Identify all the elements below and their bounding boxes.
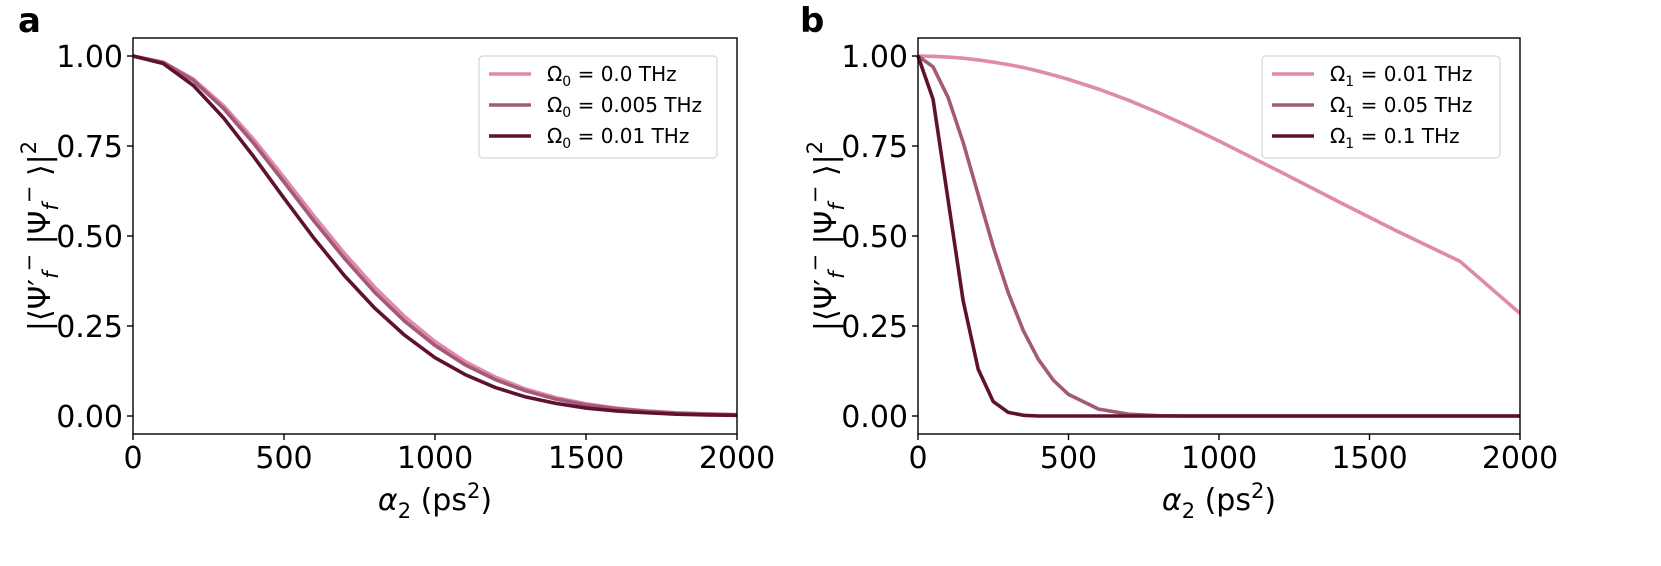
x-tick-label: 2000	[699, 441, 775, 476]
series-line-0	[917, 54, 1522, 315]
y-tick-label: 0.00	[56, 400, 123, 435]
y-tick-label: 1.00	[56, 40, 123, 75]
y-axis-label: |⟨Ψ′f− |Ψf− ⟩|2	[17, 141, 63, 331]
x-tick-label: 2000	[1482, 441, 1558, 476]
x-axis-label: α2 (ps2)	[378, 479, 492, 523]
y-tick-label: 0.50	[841, 220, 908, 255]
x-tick-label: 500	[1040, 441, 1097, 476]
legend-box	[1261, 55, 1501, 159]
panel-b: b 0 500 1000 1500 2000 0.00 0.25 0.50 0.75 1.00 α2 …	[800, 1, 1558, 523]
legend-label-1: Ω1 = 0.05 THz	[1330, 93, 1472, 121]
x-tick-label: 1500	[548, 441, 624, 476]
series-line-2	[132, 54, 738, 418]
y-tick-label: 0.25	[841, 310, 908, 345]
y-tick-label: 0.50	[56, 220, 123, 255]
legend-label-2: Ω0 = 0.01 THz	[547, 124, 689, 152]
legend-label-0: Ω0 = 0.0 THz	[547, 62, 677, 90]
x-tick-label: 1000	[1181, 441, 1257, 476]
x-tick-label: 0	[123, 441, 142, 476]
y-tick-label: 1.00	[841, 40, 908, 75]
legend-label-2: Ω1 = 0.1 THz	[1330, 124, 1460, 152]
y-tick-label: 0.25	[56, 310, 123, 345]
y-axis-label: |⟨Ψ′f− |Ψf− ⟩|2	[803, 141, 849, 331]
y-tick-label: 0.75	[841, 130, 908, 165]
legend-box	[478, 55, 718, 159]
y-tick-label: 0.00	[841, 400, 908, 435]
panel-a: a 0 500 1000 1500 2000 0.00 0.25 0.50 0.75 1.00 α2 …	[17, 1, 775, 523]
y-tick-label: 0.75	[56, 130, 123, 165]
x-axis-label: α2 (ps2)	[1162, 479, 1276, 523]
x-tick-label: 1500	[1331, 441, 1407, 476]
legend-label-1: Ω0 = 0.005 THz	[547, 93, 702, 121]
x-tick-label: 500	[255, 441, 312, 476]
series-line-2	[916, 55, 1520, 418]
x-tick-label: 0	[908, 441, 927, 476]
panel-label: a	[18, 1, 41, 41]
legend-label-0: Ω1 = 0.01 THz	[1330, 62, 1472, 90]
panel-label: b	[800, 1, 824, 41]
x-tick-label: 1000	[397, 441, 473, 476]
